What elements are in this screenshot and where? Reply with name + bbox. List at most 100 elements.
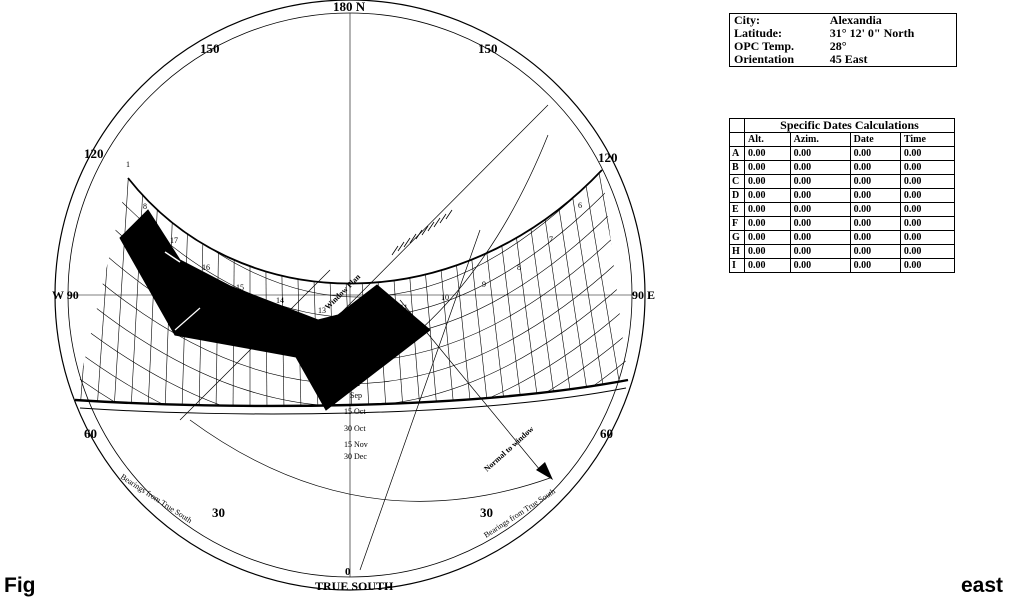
- info-row-latitude: Latitude: 31° 12' 0" North: [730, 27, 956, 40]
- header-time: Time: [899, 132, 956, 147]
- cell-time: 0.00: [899, 258, 956, 273]
- row-id: E: [729, 202, 745, 217]
- info-row-city: City: Alexandia: [730, 14, 956, 27]
- table-title: Specific Dates Calculations: [744, 118, 955, 133]
- deg-150-left: 150: [200, 41, 220, 56]
- specific-dates-table: Specific Dates Calculations Alt. Azim. D…: [729, 118, 956, 273]
- deg-60-left: 60: [84, 426, 97, 441]
- table-row: D 0.00 0.00 0.00 0.00: [729, 188, 956, 203]
- cell-time: 0.00: [899, 146, 956, 161]
- cell-date: 0.00: [849, 230, 901, 245]
- cell-date: 0.00: [849, 216, 901, 231]
- date-label: Sep: [350, 377, 362, 386]
- table-row: F 0.00 0.00 0.00 0.00: [729, 216, 956, 231]
- info-row-orientation: Orientation 45 East: [730, 53, 956, 66]
- hour-label: 13: [318, 306, 326, 315]
- date-label: 30 Dec: [344, 452, 367, 461]
- cell-alt: 0.00: [744, 244, 791, 259]
- deg-120-left: 120: [84, 146, 104, 161]
- mask-gap-1: [164, 251, 181, 263]
- date-label: 15 Nov: [344, 440, 368, 449]
- info-label: OPC Temp.: [734, 39, 795, 53]
- date-label: 15 Oct: [344, 407, 366, 416]
- cell-azim: 0.00: [789, 244, 851, 259]
- cell-date: 0.00: [849, 160, 901, 175]
- date-label: Sep: [350, 391, 362, 400]
- info-value: Alexandia: [829, 13, 882, 27]
- row-id: F: [729, 216, 745, 231]
- cell-azim: 0.00: [789, 188, 851, 203]
- deg-30-right: 30: [480, 505, 493, 520]
- cell-time: 0.00: [899, 160, 956, 175]
- cell-azim: 0.00: [789, 258, 851, 273]
- table-row: H 0.00 0.00 0.00 0.00: [729, 244, 956, 259]
- caption-left: Fig: [4, 574, 36, 597]
- cell-alt: 0.00: [744, 202, 791, 217]
- hour-label: 16: [202, 263, 210, 272]
- hour-label: 10: [441, 293, 449, 302]
- cell-time: 0.00: [899, 188, 956, 203]
- row-id: D: [729, 188, 745, 203]
- header-blank: [729, 132, 745, 147]
- cell-alt: 0.00: [744, 230, 791, 245]
- table-row: A 0.00 0.00 0.00 0.00: [729, 146, 956, 161]
- cell-time: 0.00: [899, 216, 956, 231]
- header-azim: Azim.: [789, 132, 851, 147]
- table-row: G 0.00 0.00 0.00 0.00: [729, 230, 956, 245]
- cell-date: 0.00: [849, 174, 901, 189]
- hour-label: 8: [143, 202, 147, 211]
- cell-date: 0.00: [849, 258, 901, 273]
- hour-label: 8: [517, 263, 521, 272]
- info-value: 28°: [829, 39, 847, 53]
- header-alt: Alt.: [744, 132, 791, 147]
- normal-arrow-head: [536, 462, 553, 480]
- cell-azim: 0.00: [789, 230, 851, 245]
- hour-label: 6: [578, 201, 582, 210]
- table-row: I 0.00 0.00 0.00 0.00: [729, 258, 956, 273]
- table-row: E 0.00 0.00 0.00 0.00: [729, 202, 956, 217]
- date-label: 30 Oct: [344, 424, 366, 433]
- deg-150-right: 150: [478, 41, 498, 56]
- info-label: City:: [734, 13, 760, 27]
- window-hatching: [391, 209, 453, 256]
- row-id: H: [729, 244, 745, 259]
- cell-azim: 0.00: [789, 160, 851, 175]
- caption-right: east: [960, 574, 1003, 597]
- hour-label: 9: [482, 280, 486, 289]
- table-row: C 0.00 0.00 0.00 0.00: [729, 174, 956, 189]
- south-zero-label: 0: [345, 566, 351, 578]
- cell-alt: 0.00: [744, 216, 791, 231]
- cell-date: 0.00: [849, 202, 901, 217]
- info-value: 45 East: [829, 52, 868, 66]
- normal-label: Normal to window: [482, 424, 535, 473]
- info-row-opc-temp: OPC Temp. 28°: [730, 40, 956, 53]
- row-id: A: [729, 146, 745, 161]
- shading-mask: [119, 209, 431, 411]
- hour-label: 1: [126, 160, 130, 169]
- header-date: Date: [849, 132, 901, 147]
- hour-label: 7: [549, 235, 553, 244]
- table-corner: [729, 118, 745, 133]
- table-row: B 0.00 0.00 0.00 0.00: [729, 160, 956, 175]
- west-label: W 90: [52, 288, 79, 302]
- deg-30-left: 30: [212, 505, 225, 520]
- cell-alt: 0.00: [744, 146, 791, 161]
- cell-alt: 0.00: [744, 174, 791, 189]
- row-id: C: [729, 174, 745, 189]
- cell-azim: 0.00: [789, 216, 851, 231]
- table-header-row: Alt. Azim. Date Time: [729, 132, 956, 147]
- info-value: 31° 12' 0" North: [829, 26, 915, 40]
- cell-azim: 0.00: [789, 202, 851, 217]
- cell-azim: 0.00: [789, 146, 851, 161]
- outer-circle: [54, 0, 646, 591]
- cell-alt: 0.00: [744, 188, 791, 203]
- info-label: Latitude:: [734, 26, 782, 40]
- hour-label: 11: [400, 303, 408, 312]
- north-label: 180 N: [333, 0, 366, 14]
- cell-date: 0.00: [849, 244, 901, 259]
- cell-alt: 0.00: [744, 258, 791, 273]
- figure-caption: Fig east: [4, 574, 1011, 601]
- bearing-right-label: Bearings from True South: [482, 487, 557, 540]
- cell-time: 0.00: [899, 202, 956, 217]
